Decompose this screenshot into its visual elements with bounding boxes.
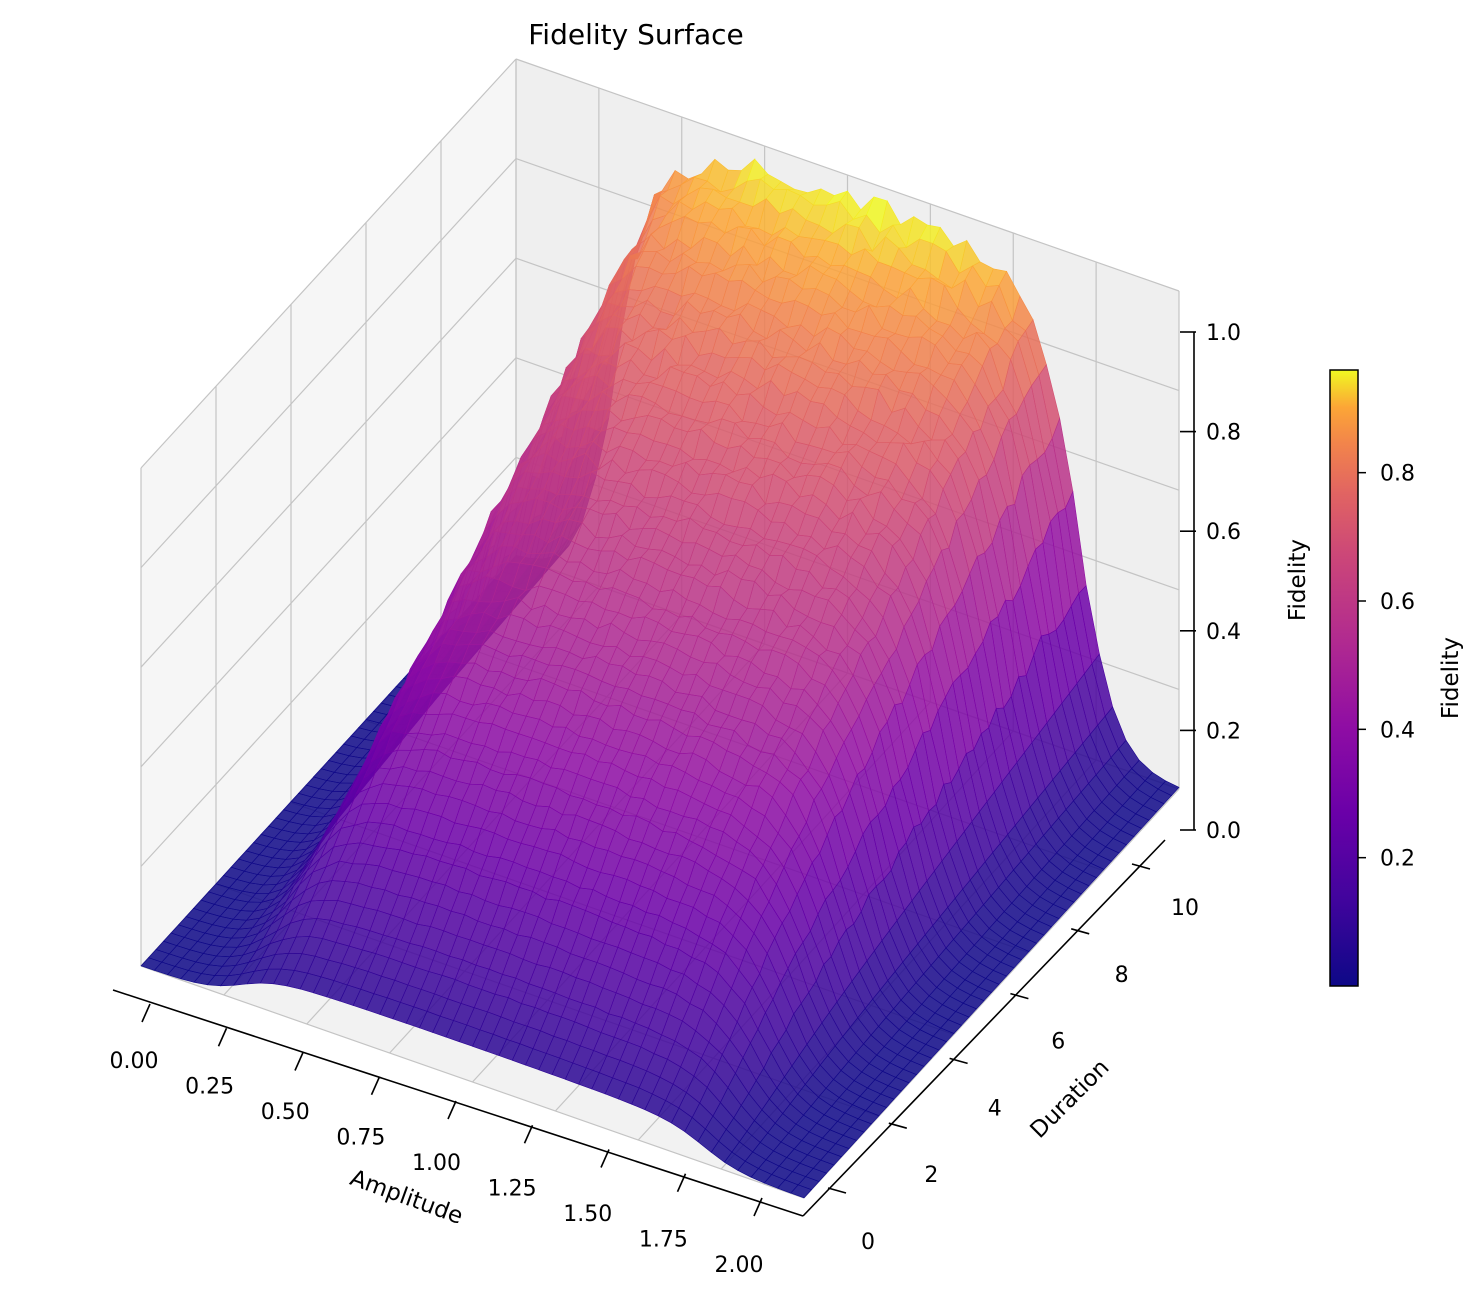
x-tick-label: 0.00 — [110, 1049, 159, 1074]
y-axis-label: Duration — [1026, 1055, 1115, 1144]
surface-plot — [140, 158, 1180, 1199]
colorbar-tick-label: 0.2 — [1380, 847, 1415, 872]
x-tick-label: 1.75 — [639, 1228, 688, 1253]
y-tick-label: 0 — [861, 1230, 875, 1255]
z-tick-label: 0.2 — [1206, 719, 1241, 744]
z-axis-label: Fidelity — [1285, 539, 1311, 621]
x-tick-label: 1.25 — [488, 1177, 537, 1202]
grid-line-z — [140, 257, 517, 668]
x-tick-label: 2.00 — [715, 1253, 764, 1278]
y-tick-label: 8 — [1115, 963, 1129, 988]
grid-line-z — [515, 58, 1180, 292]
x-tick-mark — [447, 1100, 457, 1120]
grid-line-z — [140, 158, 517, 569]
grid-line-z — [140, 58, 517, 469]
x-tick-label: 0.50 — [261, 1100, 310, 1125]
y-tick-label: 6 — [1051, 1030, 1065, 1055]
z-tick-label: 0.0 — [1206, 819, 1241, 844]
y-tick-mark — [888, 1122, 908, 1129]
z-tick-label: 0.6 — [1206, 520, 1241, 545]
y-tick-mark — [827, 1187, 847, 1194]
tick-labels: 0.00 0.25 0.50 0.75 1.00 1.25 1.50 1.75 2.00 0 2 4 6… — [110, 321, 1241, 1278]
surface-cell — [790, 1184, 813, 1199]
colorbar-tick-label: 0.8 — [1380, 462, 1415, 487]
colorbar-label: Fidelity — [1438, 637, 1464, 719]
grid-line-x — [803, 788, 1180, 1199]
x-tick-mark — [294, 1052, 304, 1071]
chart-title: Fidelity Surface — [528, 18, 744, 51]
grid-line-z — [140, 357, 517, 768]
x-tick-mark — [523, 1124, 534, 1144]
x-tick-mark — [141, 1003, 151, 1023]
y-tick-mark — [949, 1057, 968, 1065]
z-tick-label: 1.0 — [1206, 321, 1241, 346]
left-wall-pane — [141, 59, 516, 966]
grid-line-y — [140, 965, 805, 1199]
axis-lines — [112, 331, 1196, 1217]
z-tick-label: 0.4 — [1206, 620, 1241, 645]
y-tick-label: 4 — [988, 1096, 1002, 1121]
x-tick-mark — [676, 1173, 687, 1193]
x-tick-mark — [370, 1076, 381, 1096]
x-tick-mark — [217, 1027, 228, 1047]
grid-line-z — [140, 456, 517, 867]
colorbar-tick-label: 0.6 — [1380, 590, 1415, 615]
x-tick-label: 0.25 — [185, 1075, 234, 1100]
y-tick-label: 2 — [924, 1163, 938, 1188]
y-tick-mark — [1131, 863, 1151, 870]
x-tick-mark — [600, 1149, 610, 1168]
y-tick-label: 10 — [1171, 896, 1199, 921]
y-tick-mark — [1010, 992, 1029, 1000]
x-tick-label: 0.75 — [336, 1126, 385, 1151]
x-tick-label: 1.50 — [563, 1202, 612, 1227]
y-tick-mark — [1070, 928, 1090, 935]
z-tick-label: 0.8 — [1206, 421, 1241, 446]
y-axis-line — [802, 839, 1166, 1217]
colorbar-tick-label: 0.4 — [1380, 718, 1415, 743]
colorbar-gradient — [1329, 369, 1359, 987]
x-axis-line — [112, 989, 804, 1217]
x-tick-label: 1.00 — [412, 1151, 461, 1176]
colorbar: Fidelity 0.2 0.4 0.6 0.8 — [1329, 369, 1464, 987]
x-tick-mark — [753, 1197, 763, 1217]
